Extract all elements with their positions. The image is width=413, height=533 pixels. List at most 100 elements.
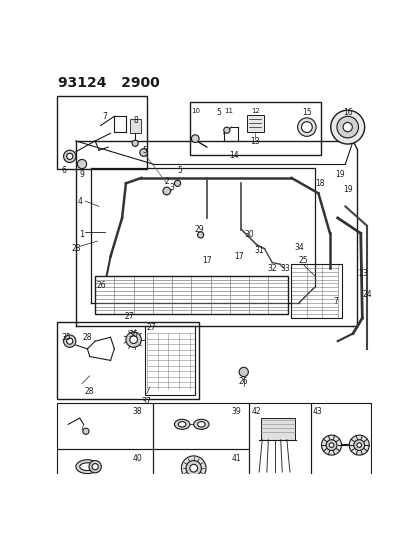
Circle shape	[223, 127, 229, 133]
Circle shape	[132, 140, 138, 147]
Circle shape	[181, 456, 206, 481]
Text: 33: 33	[280, 263, 290, 272]
Text: 5: 5	[215, 108, 220, 117]
Circle shape	[197, 232, 203, 238]
Text: 27: 27	[125, 312, 134, 321]
Text: 93124   2900: 93124 2900	[58, 76, 159, 90]
Bar	[152, 449, 249, 491]
Text: 42: 42	[251, 407, 261, 416]
Circle shape	[328, 443, 333, 447]
Text: 28: 28	[71, 244, 81, 253]
Bar	[190, 102, 320, 155]
Text: 27: 27	[146, 323, 156, 332]
Text: 23: 23	[357, 269, 367, 278]
Text: 28: 28	[83, 334, 92, 343]
Circle shape	[64, 335, 76, 348]
Text: 13: 13	[250, 137, 259, 146]
Text: 29: 29	[194, 225, 204, 234]
Bar	[291, 264, 341, 318]
Text: 38: 38	[132, 407, 142, 416]
Text: 15: 15	[301, 108, 311, 117]
Text: 19: 19	[335, 169, 344, 179]
Text: 10: 10	[190, 108, 199, 114]
Text: 7: 7	[333, 297, 338, 305]
Circle shape	[162, 187, 170, 195]
Text: 24: 24	[361, 290, 371, 300]
Bar	[57, 322, 199, 399]
Text: 12: 12	[250, 108, 259, 114]
Ellipse shape	[297, 118, 316, 136]
Text: 34: 34	[294, 243, 303, 252]
Text: 11: 11	[223, 108, 232, 114]
Text: 39: 39	[230, 407, 240, 416]
Circle shape	[185, 461, 201, 476]
Text: 28: 28	[85, 387, 94, 397]
Bar	[57, 96, 147, 169]
Text: 17: 17	[234, 252, 243, 261]
Circle shape	[126, 332, 141, 348]
Bar	[310, 403, 370, 494]
Text: 36: 36	[128, 330, 138, 340]
Text: 31: 31	[254, 246, 263, 255]
Circle shape	[356, 443, 361, 447]
Bar	[249, 403, 310, 494]
Text: 2: 2	[164, 176, 169, 185]
Ellipse shape	[197, 422, 205, 427]
Bar	[57, 403, 152, 449]
Circle shape	[66, 338, 73, 344]
Text: 41: 41	[231, 454, 240, 463]
Text: 35: 35	[62, 334, 71, 343]
Text: 16: 16	[342, 108, 351, 117]
Text: 26: 26	[238, 377, 248, 386]
Circle shape	[89, 461, 101, 473]
Circle shape	[129, 336, 137, 343]
Text: 8: 8	[133, 116, 138, 125]
Circle shape	[77, 159, 86, 168]
Circle shape	[64, 150, 76, 163]
Bar	[129, 119, 141, 133]
Circle shape	[239, 367, 248, 377]
Text: 26: 26	[96, 281, 106, 290]
Circle shape	[349, 435, 368, 455]
Ellipse shape	[80, 463, 95, 471]
Text: 5: 5	[177, 166, 182, 175]
Circle shape	[353, 440, 364, 450]
Bar	[95, 276, 287, 314]
Text: 3: 3	[169, 183, 174, 192]
Bar	[145, 326, 195, 395]
Text: 40: 40	[132, 454, 142, 463]
Ellipse shape	[178, 422, 185, 427]
Text: 17: 17	[202, 256, 211, 265]
Circle shape	[66, 154, 73, 159]
Text: 37: 37	[142, 397, 151, 406]
Ellipse shape	[76, 460, 99, 474]
Text: 7: 7	[102, 112, 107, 120]
Circle shape	[330, 110, 364, 144]
Text: 6: 6	[62, 166, 66, 175]
Text: 4: 4	[77, 197, 82, 206]
Circle shape	[174, 180, 180, 187]
Circle shape	[83, 428, 89, 434]
Circle shape	[321, 435, 341, 455]
Circle shape	[140, 149, 147, 156]
Text: 25: 25	[297, 256, 307, 265]
Text: 1: 1	[79, 230, 85, 239]
Bar	[57, 449, 152, 491]
Text: 18: 18	[314, 179, 324, 188]
Bar	[260, 418, 294, 440]
Ellipse shape	[193, 419, 209, 429]
Ellipse shape	[174, 419, 190, 429]
Circle shape	[92, 464, 98, 470]
Circle shape	[336, 116, 358, 138]
Text: 43: 43	[312, 407, 322, 416]
Text: 5: 5	[142, 147, 147, 155]
Ellipse shape	[301, 122, 311, 133]
Circle shape	[325, 440, 336, 450]
Bar	[246, 115, 263, 132]
Circle shape	[191, 135, 199, 142]
Bar	[152, 403, 249, 449]
Text: 19: 19	[342, 185, 351, 194]
Text: 30: 30	[244, 230, 254, 239]
Circle shape	[342, 123, 351, 132]
Circle shape	[190, 464, 197, 472]
